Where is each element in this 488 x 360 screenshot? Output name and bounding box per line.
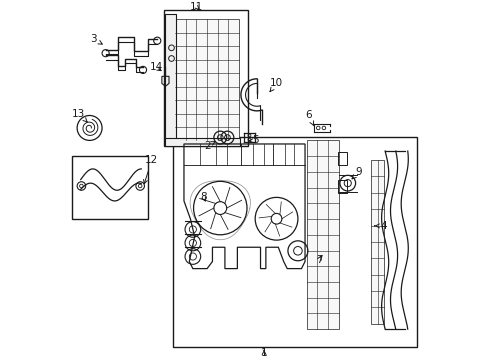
Text: 11: 11	[189, 2, 203, 12]
Bar	[173, 137, 416, 347]
Text: 2: 2	[203, 141, 215, 151]
Text: 13: 13	[72, 109, 87, 122]
Text: 10: 10	[269, 78, 283, 91]
Text: 1: 1	[260, 348, 267, 358]
Bar	[72, 157, 148, 219]
Bar	[164, 10, 247, 146]
Text: 14: 14	[149, 62, 163, 72]
Bar	[165, 138, 240, 146]
Text: 6: 6	[305, 111, 313, 126]
Bar	[337, 152, 346, 165]
Text: 3: 3	[90, 34, 102, 44]
Text: 4: 4	[374, 221, 386, 231]
Text: 5: 5	[248, 135, 258, 145]
Bar	[175, 19, 239, 140]
Bar	[370, 160, 384, 324]
Text: 7: 7	[315, 255, 322, 265]
Text: 8: 8	[200, 192, 206, 202]
Text: 9: 9	[351, 167, 361, 179]
Bar	[337, 180, 346, 193]
Bar	[165, 14, 176, 142]
Bar	[306, 140, 338, 329]
Text: 12: 12	[143, 155, 158, 184]
